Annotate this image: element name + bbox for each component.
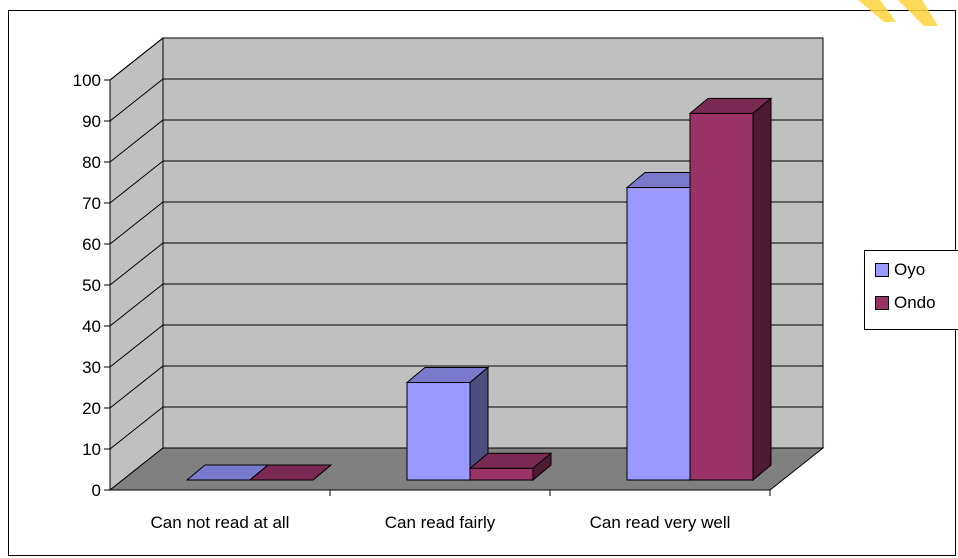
y-tick-label: 0: [92, 481, 101, 500]
x-tick-label: Can not read at all: [151, 513, 290, 532]
gridline-side: [109, 160, 164, 204]
bar-side-ondo-0: [312, 464, 332, 481]
legend-label-ondo: Ondo: [894, 293, 936, 312]
legend-item-ondo: Ondo: [875, 293, 936, 313]
y-tick-label: 20: [82, 399, 101, 418]
y-tick-label: 60: [82, 235, 101, 254]
gridline-side: [109, 242, 164, 286]
legend-label-oyo: Oyo: [894, 260, 926, 279]
legend: Oyo Ondo: [864, 250, 958, 330]
y-tick-label: 80: [82, 153, 101, 172]
x-tick-label: Can read fairly: [385, 513, 496, 532]
y-tick-label: 40: [82, 317, 101, 336]
gridline-side: [109, 283, 164, 327]
gridline-side: [109, 78, 164, 122]
bar-ondo-2: [689, 112, 754, 481]
legend-item-oyo: Oyo: [875, 260, 925, 280]
bars: [185, 97, 773, 482]
y-tick-label: 70: [82, 194, 101, 213]
axes: [104, 79, 771, 496]
watermark-logo-shape: [858, 0, 938, 26]
gridline-side: [109, 365, 164, 409]
gridline-side: [109, 119, 164, 163]
y-axis-tick-labels: 0 10 20 30 40 50 60 70 80 90 100: [73, 71, 101, 500]
y-tick-label: 100: [73, 71, 101, 90]
y-tick-label: 90: [82, 112, 101, 131]
gridline-side: [109, 406, 164, 450]
x-tick-label: Can read very well: [590, 513, 731, 532]
bar-ondo-1: [469, 467, 534, 481]
bar-side-ondo-1: [532, 452, 552, 482]
bar-oyo-2: [626, 187, 691, 481]
bar-oyo-1: [406, 382, 471, 481]
legend-swatch-ondo: [875, 296, 889, 310]
y-tick-label: 50: [82, 276, 101, 295]
legend-swatch-oyo: [875, 263, 889, 277]
bar-side-ondo-2: [752, 97, 772, 482]
gridline-side: [109, 201, 164, 245]
gridline-side: [109, 37, 164, 81]
y-tick-label: 10: [82, 440, 101, 459]
y-tick-label: 30: [82, 358, 101, 377]
watermark-logo: [798, 0, 958, 40]
x-axis-tick-labels: Can not read at all Can read fairly Can re…: [151, 513, 731, 532]
gridline-side: [109, 324, 164, 368]
